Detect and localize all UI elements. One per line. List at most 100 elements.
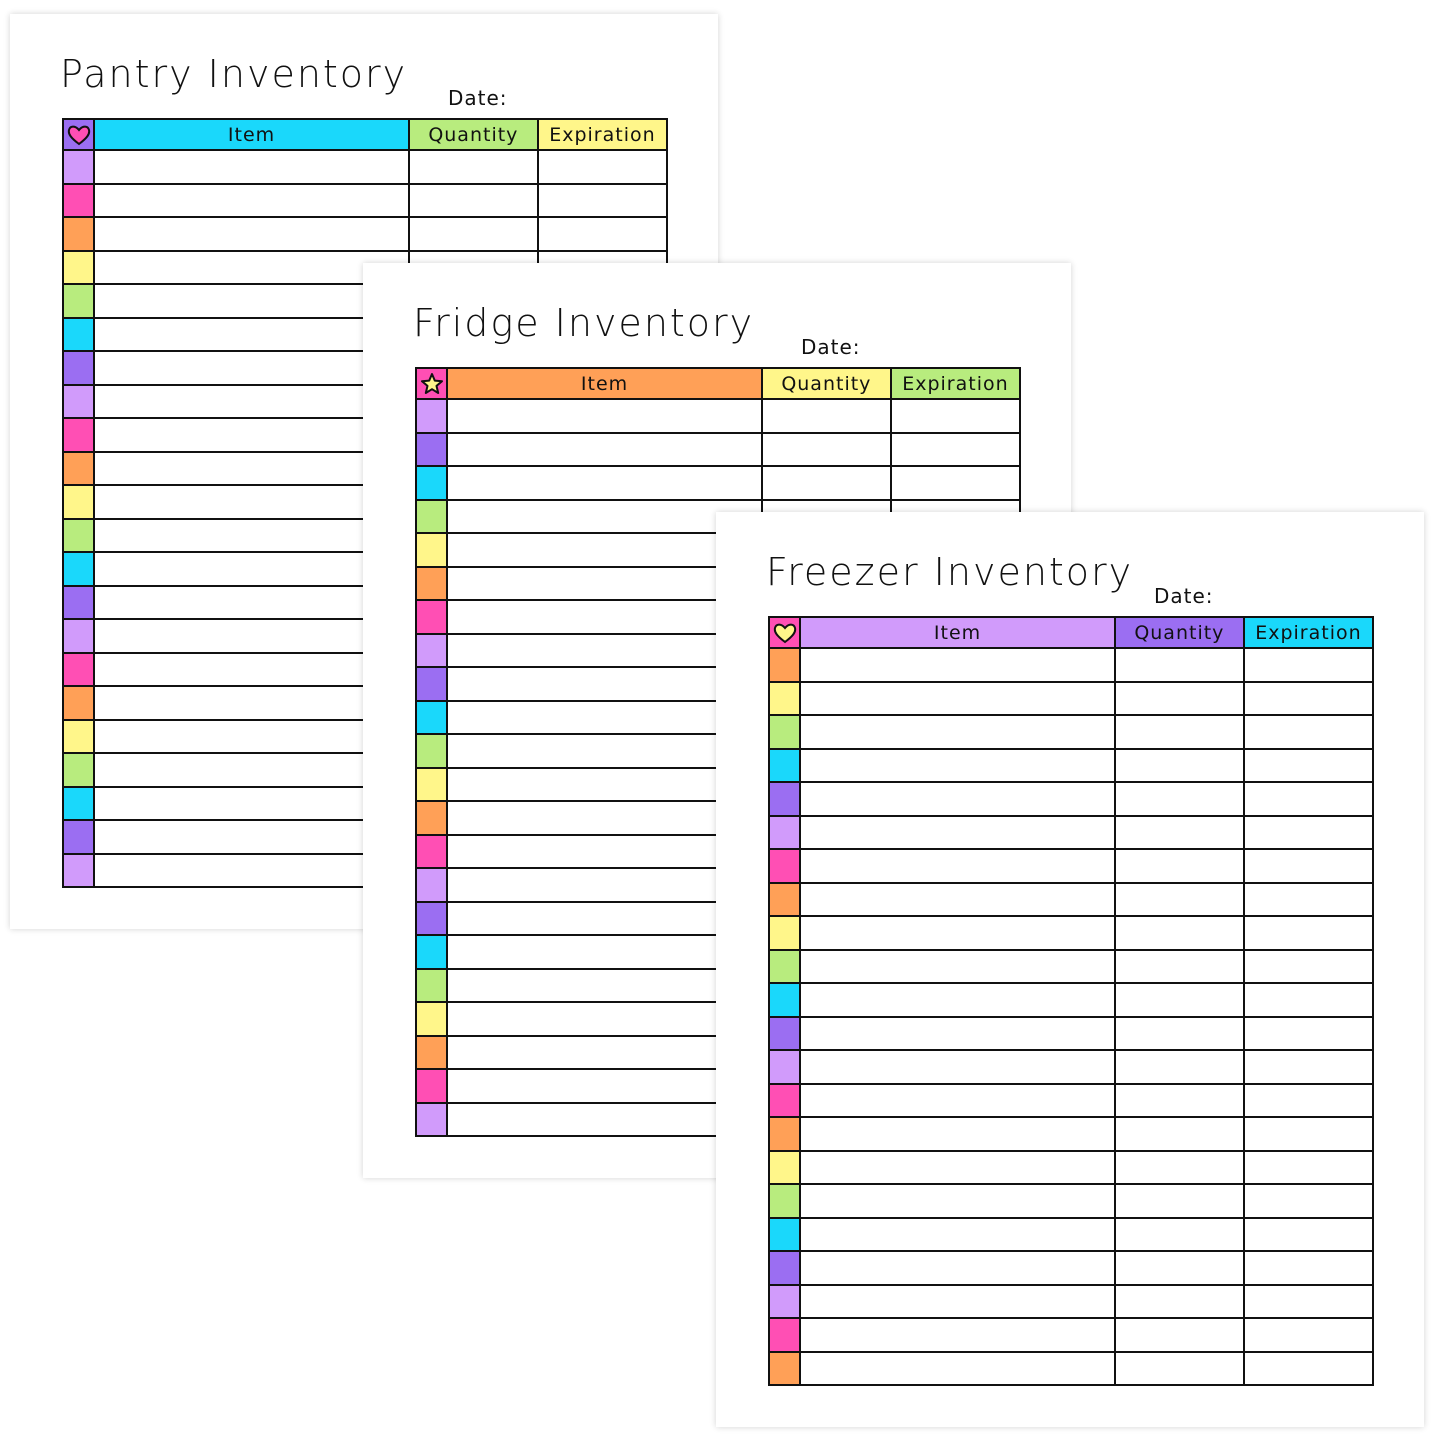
item-cell[interactable] (93, 651, 410, 687)
quantity-cell[interactable] (1113, 1350, 1245, 1386)
expiration-cell[interactable] (1242, 1116, 1375, 1152)
item-cell[interactable] (446, 498, 763, 534)
expiration-cell[interactable] (1242, 1317, 1375, 1353)
quantity-cell[interactable] (1113, 1149, 1245, 1185)
item-cell[interactable] (93, 618, 410, 654)
item-cell[interactable] (799, 1149, 1116, 1185)
item-cell[interactable] (93, 350, 410, 386)
item-cell[interactable] (799, 1082, 1116, 1118)
expiration-cell[interactable] (1242, 1015, 1375, 1051)
item-cell[interactable] (93, 316, 410, 352)
item-cell[interactable] (446, 800, 763, 836)
expiration-cell[interactable] (536, 216, 669, 252)
item-cell[interactable] (93, 819, 410, 855)
item-cell[interactable] (93, 718, 410, 754)
item-cell[interactable] (799, 848, 1116, 884)
expiration-cell[interactable] (1242, 1082, 1375, 1118)
expiration-cell[interactable] (889, 398, 1022, 434)
quantity-cell[interactable] (1113, 848, 1245, 884)
expiration-cell[interactable] (1242, 680, 1375, 716)
expiration-cell[interactable] (1242, 647, 1375, 683)
expiration-cell[interactable] (1242, 948, 1375, 984)
quantity-cell[interactable] (407, 182, 539, 218)
item-cell[interactable] (799, 814, 1116, 850)
expiration-cell[interactable] (1242, 714, 1375, 750)
quantity-cell[interactable] (1113, 1216, 1245, 1252)
expiration-cell[interactable] (536, 182, 669, 218)
item-cell[interactable] (799, 714, 1116, 750)
item-cell[interactable] (93, 283, 410, 319)
item-cell[interactable] (93, 216, 410, 252)
expiration-cell[interactable] (536, 149, 669, 185)
quantity-cell[interactable] (1113, 915, 1245, 951)
quantity-cell[interactable] (1113, 1082, 1245, 1118)
item-cell[interactable] (446, 398, 763, 434)
item-cell[interactable] (93, 182, 410, 218)
item-cell[interactable] (799, 915, 1116, 951)
item-cell[interactable] (446, 733, 763, 769)
item-cell[interactable] (799, 680, 1116, 716)
expiration-cell[interactable] (1242, 881, 1375, 917)
item-cell[interactable] (799, 948, 1116, 984)
item-cell[interactable] (93, 149, 410, 185)
item-cell[interactable] (799, 1350, 1116, 1386)
quantity-cell[interactable] (407, 216, 539, 252)
item-cell[interactable] (446, 699, 763, 735)
item-cell[interactable] (799, 781, 1116, 817)
quantity-cell[interactable] (1113, 881, 1245, 917)
item-cell[interactable] (446, 1068, 763, 1104)
item-cell[interactable] (446, 632, 763, 668)
item-cell[interactable] (93, 685, 410, 721)
quantity-cell[interactable] (760, 431, 892, 467)
item-cell[interactable] (446, 867, 763, 903)
quantity-cell[interactable] (1113, 1049, 1245, 1085)
quantity-cell[interactable] (760, 398, 892, 434)
quantity-cell[interactable] (1113, 680, 1245, 716)
item-cell[interactable] (446, 666, 763, 702)
item-cell[interactable] (93, 249, 410, 285)
item-cell[interactable] (93, 752, 410, 788)
expiration-cell[interactable] (1242, 915, 1375, 951)
expiration-cell[interactable] (1242, 781, 1375, 817)
quantity-cell[interactable] (1113, 948, 1245, 984)
item-cell[interactable] (446, 967, 763, 1003)
expiration-cell[interactable] (1242, 814, 1375, 850)
quantity-cell[interactable] (1113, 1015, 1245, 1051)
quantity-cell[interactable] (1113, 647, 1245, 683)
quantity-cell[interactable] (1113, 1317, 1245, 1353)
item-cell[interactable] (93, 584, 410, 620)
quantity-cell[interactable] (1113, 814, 1245, 850)
quantity-cell[interactable] (1113, 1250, 1245, 1286)
item-cell[interactable] (799, 1317, 1116, 1353)
item-cell[interactable] (446, 1101, 763, 1137)
quantity-cell[interactable] (1113, 714, 1245, 750)
expiration-cell[interactable] (1242, 1183, 1375, 1219)
item-cell[interactable] (446, 934, 763, 970)
item-cell[interactable] (446, 833, 763, 869)
quantity-cell[interactable] (760, 465, 892, 501)
quantity-cell[interactable] (1113, 982, 1245, 1018)
quantity-cell[interactable] (407, 149, 539, 185)
expiration-cell[interactable] (1242, 1049, 1375, 1085)
item-cell[interactable] (799, 647, 1116, 683)
item-cell[interactable] (799, 1250, 1116, 1286)
item-cell[interactable] (799, 747, 1116, 783)
item-cell[interactable] (799, 1283, 1116, 1319)
item-cell[interactable] (93, 450, 410, 486)
item-cell[interactable] (93, 417, 410, 453)
quantity-cell[interactable] (1113, 781, 1245, 817)
item-cell[interactable] (93, 383, 410, 419)
expiration-cell[interactable] (1242, 1250, 1375, 1286)
expiration-cell[interactable] (1242, 1216, 1375, 1252)
item-cell[interactable] (446, 1001, 763, 1037)
expiration-cell[interactable] (1242, 1283, 1375, 1319)
item-cell[interactable] (446, 766, 763, 802)
quantity-cell[interactable] (1113, 1183, 1245, 1219)
item-cell[interactable] (93, 517, 410, 553)
expiration-cell[interactable] (1242, 848, 1375, 884)
item-cell[interactable] (446, 599, 763, 635)
item-cell[interactable] (446, 1034, 763, 1070)
item-cell[interactable] (799, 1049, 1116, 1085)
expiration-cell[interactable] (1242, 1149, 1375, 1185)
item-cell[interactable] (446, 431, 763, 467)
